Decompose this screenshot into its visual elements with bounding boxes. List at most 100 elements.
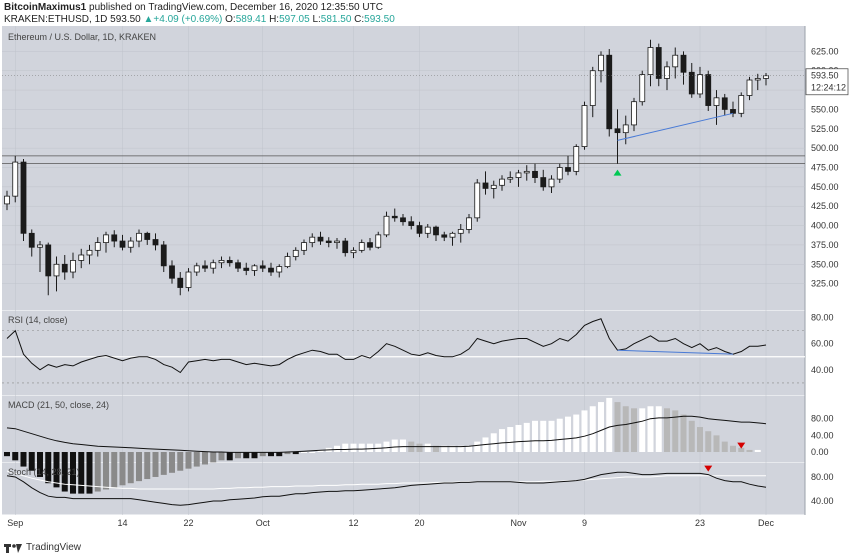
candle-body bbox=[4, 195, 10, 205]
candle-body bbox=[622, 124, 629, 134]
open-value: 589.41 bbox=[235, 14, 267, 25]
macd-histogram-bar bbox=[721, 441, 728, 453]
macd-histogram-bar bbox=[614, 402, 621, 453]
macd-histogram-bar bbox=[334, 445, 340, 453]
candle-body bbox=[70, 260, 76, 273]
x-tick-label: Dec bbox=[758, 518, 775, 528]
author-name[interactable]: BitcoinMaximus1 bbox=[4, 2, 87, 13]
symbol-label: KRAKEN:ETHUSD, 1D bbox=[4, 14, 108, 25]
candle-body bbox=[235, 262, 241, 269]
macd-histogram-bar bbox=[61, 452, 68, 492]
candle-body bbox=[177, 277, 184, 288]
macd-histogram-bar bbox=[540, 420, 547, 453]
macd-histogram-bar bbox=[697, 427, 703, 453]
macd-histogram-bar bbox=[268, 452, 274, 457]
candle-body bbox=[400, 217, 406, 223]
candle-body bbox=[37, 244, 43, 248]
macd-histogram-bar bbox=[177, 452, 184, 471]
macd-histogram-bar bbox=[598, 402, 604, 453]
macd-histogram-bar bbox=[53, 452, 60, 488]
price-change: +4.09 (+0.69%) bbox=[153, 14, 223, 25]
tradingview-logo-icon bbox=[4, 543, 22, 553]
macd-histogram-bar bbox=[226, 452, 233, 461]
price-tick-label: 550.00 bbox=[811, 104, 839, 114]
macd-tick-label: 40.00 bbox=[811, 430, 834, 440]
chart-canvas[interactable]: Sep1422Oct1220Nov923Dec14625.00600.00575… bbox=[0, 26, 850, 535]
rsi-tick-label: 60.00 bbox=[811, 339, 834, 349]
candle-body bbox=[367, 242, 373, 248]
candle-body bbox=[507, 177, 514, 180]
x-tick-label: 12 bbox=[348, 518, 358, 528]
up-arrow-icon: ▲ bbox=[143, 14, 154, 25]
candle-body bbox=[20, 161, 27, 234]
macd-histogram-bar bbox=[284, 452, 291, 455]
macd-histogram-bar bbox=[4, 452, 10, 457]
candle-body bbox=[391, 215, 398, 219]
candle-body bbox=[193, 265, 200, 273]
candle-body bbox=[515, 172, 522, 178]
price-tick-label: 450.00 bbox=[811, 182, 839, 192]
candle-body bbox=[152, 239, 159, 246]
stoch-pane-title: Stoch (14, 28, 21) bbox=[8, 467, 80, 477]
macd-pane-title: MACD (21, 50, close, 24) bbox=[8, 400, 109, 410]
candle-body bbox=[763, 75, 769, 79]
candle-body bbox=[127, 240, 134, 248]
pane-bg-price bbox=[2, 26, 805, 311]
candle-body bbox=[342, 240, 349, 254]
rsi-line bbox=[6, 318, 767, 374]
price-trendline bbox=[617, 112, 734, 141]
macd-histogram-bar bbox=[639, 408, 646, 453]
candle-body bbox=[540, 177, 547, 188]
rsi-pane-title: RSI (14, close) bbox=[8, 315, 68, 325]
macd-histogram-bar bbox=[647, 406, 654, 453]
macd-histogram-bar bbox=[713, 435, 720, 453]
rsi-tick-label: 80.00 bbox=[811, 313, 834, 323]
close-label: C: bbox=[354, 14, 365, 25]
candle-body bbox=[433, 226, 439, 236]
candle-body bbox=[499, 178, 505, 186]
macd-histogram-bar bbox=[730, 445, 736, 453]
candle-body bbox=[614, 128, 621, 134]
candle-body bbox=[457, 229, 464, 234]
macd-histogram-bar bbox=[193, 452, 200, 467]
macd-histogram-bar bbox=[688, 420, 695, 453]
candle-body bbox=[490, 184, 497, 189]
publish-text: published on TradingView.com, December 1… bbox=[89, 2, 383, 13]
candle-body bbox=[655, 47, 662, 79]
footer-brand[interactable]: TradingView bbox=[26, 542, 82, 553]
candle-body bbox=[334, 240, 340, 244]
macd-histogram-bar bbox=[276, 452, 283, 457]
last-price: 593.50 bbox=[110, 14, 141, 25]
candle-body bbox=[169, 265, 175, 279]
x-tick-label: 14 bbox=[117, 518, 127, 528]
rsi-tick-label: 40.00 bbox=[811, 365, 834, 375]
macd-histogram-bar bbox=[631, 408, 637, 453]
candle-body bbox=[606, 54, 613, 130]
candle-body bbox=[78, 254, 85, 261]
macd-histogram-bar bbox=[515, 424, 522, 453]
macd-histogram-bar bbox=[556, 418, 563, 453]
macd-histogram-bar bbox=[400, 439, 406, 453]
macd-histogram-bar bbox=[342, 443, 349, 453]
macd-histogram-bar bbox=[490, 433, 497, 453]
candle-body bbox=[61, 263, 68, 273]
candle-body bbox=[523, 170, 530, 174]
price-tick-label: 400.00 bbox=[811, 221, 839, 231]
macd-histogram-bar bbox=[606, 397, 613, 453]
last-price-box bbox=[805, 68, 849, 96]
candle-body bbox=[45, 244, 52, 277]
candle-body bbox=[185, 271, 192, 288]
candle-body bbox=[631, 101, 637, 126]
macd-histogram-bar bbox=[416, 443, 423, 453]
x-tick-label: 20 bbox=[414, 518, 424, 528]
macd-histogram-bar bbox=[573, 414, 580, 453]
candle-body bbox=[136, 232, 142, 242]
stoch-sell-signal-icon bbox=[704, 465, 713, 472]
macd-histogram-bar bbox=[37, 452, 43, 477]
candle-body bbox=[573, 146, 580, 172]
low-label: L: bbox=[312, 14, 321, 25]
macd-histogram-bar bbox=[457, 445, 464, 453]
macd-histogram-bar bbox=[12, 452, 19, 461]
macd-histogram-bar bbox=[169, 452, 175, 473]
candle-body bbox=[416, 225, 423, 234]
